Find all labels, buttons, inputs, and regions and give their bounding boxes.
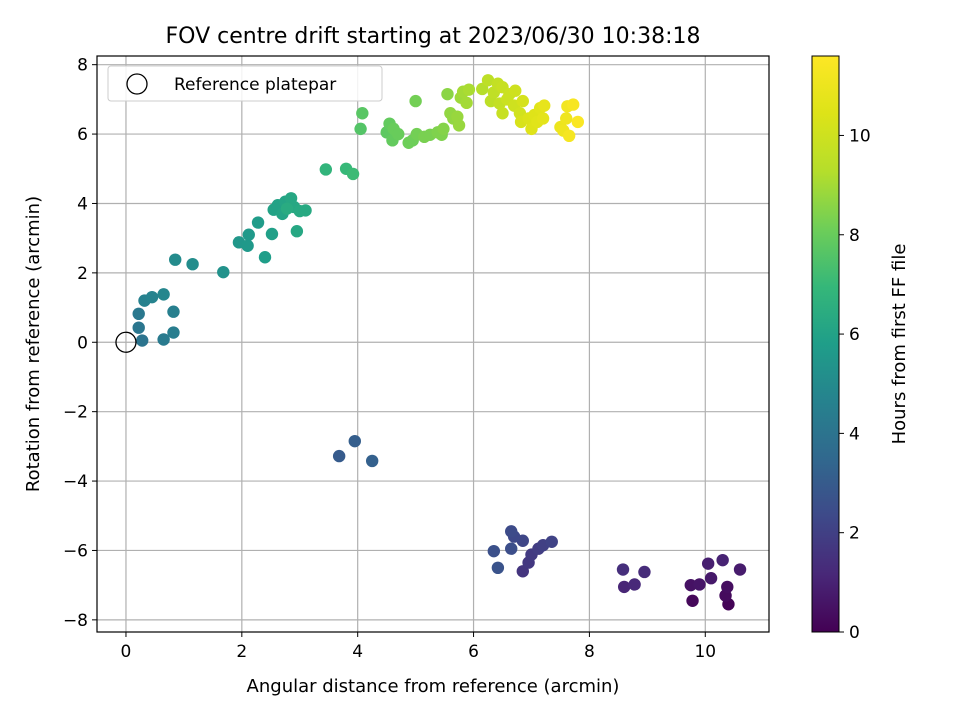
data-point <box>437 122 450 136</box>
data-point <box>628 578 641 591</box>
data-point <box>251 216 265 229</box>
data-point <box>265 227 279 241</box>
data-point <box>566 98 580 111</box>
legend-entry-label: Reference platepar <box>174 75 336 95</box>
x-tick-label: 10 <box>694 642 716 662</box>
data-point <box>701 557 715 570</box>
y-axis-label: Rotation from reference (arcmin) <box>23 196 44 492</box>
data-point <box>560 112 573 125</box>
y-tick-label: 0 <box>77 333 88 353</box>
y-tick-label: −4 <box>63 472 88 492</box>
data-point <box>217 265 230 279</box>
data-points <box>132 74 747 611</box>
data-point <box>348 434 361 448</box>
legend-marker-icon <box>126 73 148 95</box>
data-point <box>167 326 180 339</box>
data-point <box>704 572 718 585</box>
x-tick-label: 6 <box>468 642 479 662</box>
data-point <box>241 239 254 253</box>
y-tick-label: 6 <box>77 125 88 145</box>
data-point <box>441 87 454 101</box>
y-axis: −8 −6 −4 −2 0 2 4 6 8 <box>63 56 97 631</box>
data-point <box>169 253 182 266</box>
grid-lines <box>97 56 769 632</box>
colorbar: 0 2 4 6 8 10 Hours from first FF file <box>811 55 910 643</box>
data-point <box>460 96 473 110</box>
x-axis-label: Angular distance from reference (arcmin) <box>247 676 620 697</box>
colorbar-ticks: 0 2 4 6 8 10 <box>839 126 871 643</box>
legend-box <box>107 65 383 102</box>
chart-title: FOV centre drift starting at 2023/06/30 … <box>166 24 701 49</box>
data-point <box>354 122 367 136</box>
data-point <box>491 561 505 575</box>
data-point <box>686 594 699 607</box>
data-point <box>509 84 522 97</box>
data-point <box>299 204 312 217</box>
colorbar-tick-label: 10 <box>849 126 871 146</box>
data-point <box>145 290 159 304</box>
y-tick-label: −2 <box>63 403 88 423</box>
x-tick-label: 8 <box>584 642 595 662</box>
data-point <box>638 565 651 579</box>
data-point <box>332 449 346 463</box>
data-point <box>290 225 304 238</box>
data-point <box>721 580 734 594</box>
data-point <box>536 112 550 125</box>
data-point <box>733 563 747 576</box>
data-point <box>481 74 495 87</box>
reference-platepar-marker <box>115 331 137 353</box>
data-point <box>157 333 170 346</box>
data-point <box>258 251 272 264</box>
data-point <box>505 525 518 538</box>
y-tick-label: −6 <box>63 541 88 561</box>
x-tick-label: 2 <box>236 642 247 662</box>
data-point <box>617 580 631 594</box>
y-tick-label: −8 <box>63 611 88 631</box>
x-tick-label: 0 <box>121 642 132 662</box>
y-tick-label: 4 <box>77 194 88 214</box>
legend: Reference platepar <box>107 65 383 102</box>
colorbar-gradient <box>811 55 840 633</box>
data-point <box>487 544 501 558</box>
data-point <box>365 454 379 468</box>
colorbar-label: Hours from first FF file <box>889 244 910 445</box>
data-point <box>132 321 145 334</box>
colorbar-tick-label: 2 <box>849 524 860 544</box>
plot-frame <box>96 55 770 633</box>
x-tick-label: 4 <box>352 642 363 662</box>
reference-marker <box>115 331 137 353</box>
data-point <box>167 305 180 318</box>
colorbar-tick-label: 4 <box>849 424 860 444</box>
data-point <box>562 129 576 143</box>
data-point <box>516 94 529 108</box>
data-point <box>346 167 360 181</box>
data-point <box>280 202 294 215</box>
data-point <box>319 163 333 176</box>
data-point <box>571 115 585 129</box>
data-point <box>505 542 518 555</box>
data-point <box>356 107 369 120</box>
colorbar-tick-label: 8 <box>849 226 860 246</box>
data-point <box>409 94 422 108</box>
x-axis: 0 2 4 6 8 10 <box>121 632 716 662</box>
data-point <box>186 257 199 271</box>
data-point <box>462 83 476 96</box>
data-point <box>538 99 551 112</box>
data-point <box>716 553 729 567</box>
data-point <box>392 127 405 141</box>
colorbar-tick-label: 0 <box>849 623 860 643</box>
colorbar-tick-label: 6 <box>849 325 860 345</box>
data-point <box>135 334 149 347</box>
data-point <box>242 228 255 241</box>
data-point <box>132 307 145 321</box>
y-tick-label: 2 <box>77 264 88 284</box>
data-point <box>693 578 706 591</box>
data-point <box>157 288 170 301</box>
data-point <box>452 119 466 132</box>
data-point <box>545 535 558 548</box>
y-tick-label: 8 <box>77 56 88 76</box>
data-point <box>616 563 630 576</box>
data-point <box>496 107 509 120</box>
